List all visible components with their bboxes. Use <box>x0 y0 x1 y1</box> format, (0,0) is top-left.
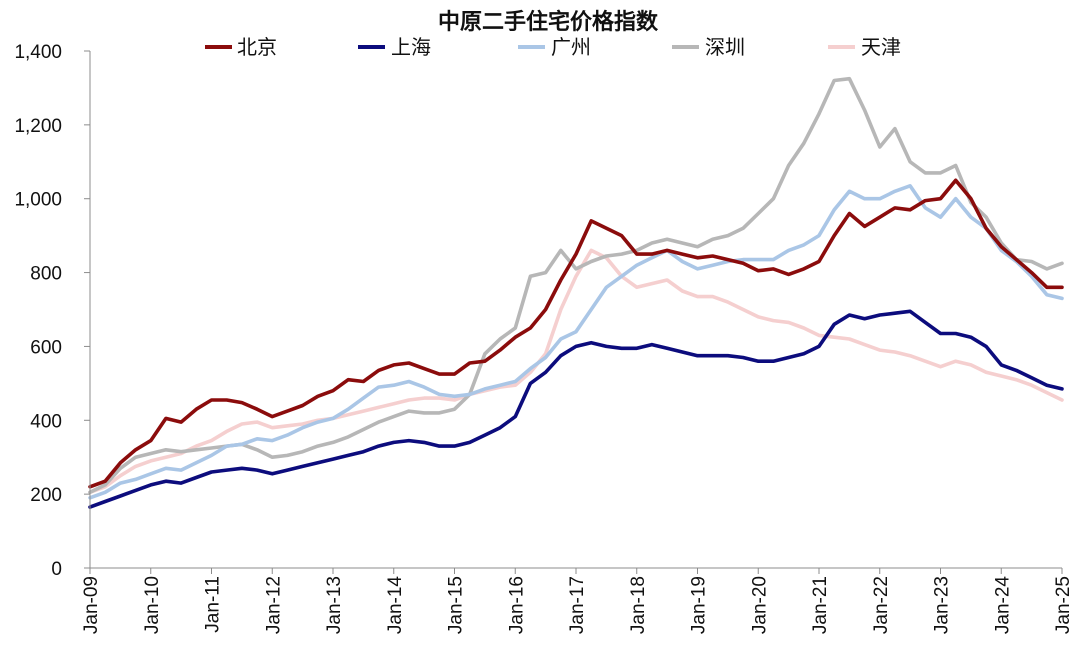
x-tick-label: Jan-15 <box>446 576 467 634</box>
legend-label-1: 北京 <box>237 36 277 59</box>
x-tick-label: Jan-13 <box>324 576 345 634</box>
x-tick-label: Jan-20 <box>749 576 770 634</box>
y-tick-label: 600 <box>30 337 62 358</box>
y-tick-label: 1,200 <box>14 116 62 137</box>
series-layer <box>88 76 1064 509</box>
series-line-4 <box>88 76 1064 495</box>
x-axis-ticks: Jan-09 Jan-10 Jan-11 Jan-12 Jan-13 Jan-14 Jan-… <box>81 568 1074 634</box>
x-tick-label: Jan-24 <box>992 576 1013 635</box>
x-tick-label: Jan-16 <box>506 576 527 634</box>
x-tick-label: Jan-19 <box>689 576 710 634</box>
series-line-3 <box>88 184 1064 500</box>
series-line-2 <box>88 309 1064 509</box>
legend-item-5: 天津 <box>828 36 901 59</box>
series-line-5 <box>88 248 1064 495</box>
x-tick-label: Jan-25 <box>1053 576 1074 634</box>
legend-item-2: 上海 <box>358 36 431 59</box>
x-tick-label: Jan-17 <box>567 576 588 634</box>
y-tick-label: 0 <box>51 559 62 580</box>
legend-item-1: 北京 <box>205 36 277 59</box>
legend: 北京 上海 广州 深圳 天津 <box>205 36 901 59</box>
y-tick-label: 200 <box>30 485 62 506</box>
legend-item-3: 广州 <box>518 36 591 59</box>
legend-label-4: 深圳 <box>705 36 745 59</box>
y-axis-ticks: 0 200 400 600 800 1,000 1,200 1,400 <box>14 42 90 580</box>
x-tick-label: Jan-14 <box>385 576 406 635</box>
y-tick-label: 400 <box>30 411 62 432</box>
chart-title: 中原二手住宅价格指数 <box>438 9 659 34</box>
x-tick-label: Jan-22 <box>871 576 892 634</box>
x-tick-label: Jan-11 <box>203 576 224 633</box>
y-tick-label: 800 <box>30 264 62 285</box>
legend-item-4: 深圳 <box>672 36 745 59</box>
legend-label-3: 广州 <box>551 36 591 59</box>
x-tick-label: Jan-12 <box>263 576 284 634</box>
x-tick-label: Jan-18 <box>628 576 649 634</box>
y-tick-label: 1,400 <box>14 42 62 63</box>
legend-label-5: 天津 <box>861 36 901 59</box>
series-line-1 <box>88 178 1064 489</box>
x-tick-label: Jan-23 <box>932 576 953 634</box>
x-tick-label: Jan-09 <box>81 576 102 634</box>
legend-label-2: 上海 <box>391 36 431 59</box>
x-tick-label: Jan-10 <box>142 576 163 634</box>
plot-area: 0 200 400 600 800 1,000 1,200 1,400 Jan-09 Jan-1… <box>14 42 1074 634</box>
x-tick-label: Jan-21 <box>810 576 831 634</box>
y-tick-label: 1,000 <box>14 190 62 211</box>
